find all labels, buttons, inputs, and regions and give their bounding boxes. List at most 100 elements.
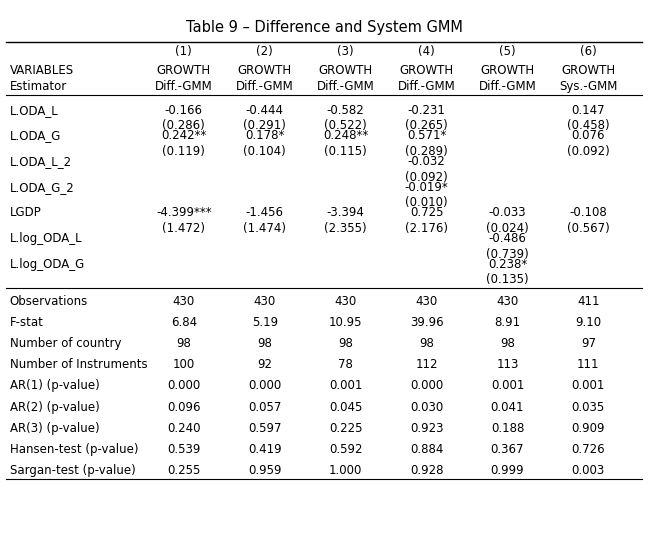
Text: 0.928: 0.928 — [410, 464, 443, 477]
Text: 0.238*: 0.238* — [488, 258, 527, 271]
Text: 98: 98 — [257, 337, 272, 350]
Text: 98: 98 — [500, 337, 515, 350]
Text: LGDP: LGDP — [10, 206, 41, 219]
Text: 0.147: 0.147 — [572, 104, 605, 117]
Text: Diff.-GMM: Diff.-GMM — [236, 80, 294, 93]
Text: 0.248**: 0.248** — [323, 129, 368, 142]
Text: 0.884: 0.884 — [410, 443, 443, 456]
Text: 0.030: 0.030 — [410, 401, 443, 413]
Text: AR(3) (p-value): AR(3) (p-value) — [10, 422, 99, 435]
Text: (0.286): (0.286) — [163, 119, 205, 132]
Text: (0.567): (0.567) — [567, 222, 610, 235]
Text: 0.367: 0.367 — [491, 443, 524, 456]
Text: (4): (4) — [418, 45, 435, 57]
Text: (1): (1) — [176, 45, 192, 57]
Text: 0.597: 0.597 — [248, 422, 281, 435]
Text: 0.001: 0.001 — [572, 379, 605, 392]
Text: 0.001: 0.001 — [491, 379, 524, 392]
Text: 0.000: 0.000 — [167, 379, 200, 392]
Text: Sys.-GMM: Sys.-GMM — [559, 80, 618, 93]
Text: (0.115): (0.115) — [324, 145, 367, 158]
Text: 98: 98 — [176, 337, 191, 350]
Text: (3): (3) — [338, 45, 354, 57]
Text: (0.104): (0.104) — [244, 145, 286, 158]
Text: (0.458): (0.458) — [567, 119, 610, 132]
Text: 113: 113 — [496, 358, 518, 371]
Text: 111: 111 — [577, 358, 599, 371]
Text: (0.739): (0.739) — [486, 248, 529, 261]
Text: 0.178*: 0.178* — [245, 129, 284, 142]
Text: -0.444: -0.444 — [246, 104, 284, 117]
Text: Sargan-test (p-value): Sargan-test (p-value) — [10, 464, 135, 477]
Text: VARIABLES: VARIABLES — [10, 64, 74, 77]
Text: 0.000: 0.000 — [248, 379, 281, 392]
Text: (2): (2) — [257, 45, 273, 57]
Text: Observations: Observations — [10, 295, 88, 307]
Text: 430: 430 — [253, 295, 276, 307]
Text: 78: 78 — [338, 358, 353, 371]
Text: Hansen-test (p-value): Hansen-test (p-value) — [10, 443, 138, 456]
Text: -3.394: -3.394 — [327, 206, 365, 219]
Text: 0.909: 0.909 — [572, 422, 605, 435]
Text: GROWTH: GROWTH — [400, 64, 454, 77]
Text: 0.003: 0.003 — [572, 464, 605, 477]
Text: (1.472): (1.472) — [163, 222, 205, 235]
Text: (0.024): (0.024) — [486, 222, 529, 235]
Text: (5): (5) — [499, 45, 516, 57]
Text: 430: 430 — [415, 295, 437, 307]
Text: 10.95: 10.95 — [329, 316, 362, 329]
Text: Diff.-GMM: Diff.-GMM — [479, 80, 537, 93]
Text: -0.582: -0.582 — [327, 104, 365, 117]
Text: (0.135): (0.135) — [486, 273, 529, 286]
Text: Estimator: Estimator — [10, 80, 67, 93]
Text: AR(1) (p-value): AR(1) (p-value) — [10, 379, 100, 392]
Text: GROWTH: GROWTH — [480, 64, 535, 77]
Text: GROWTH: GROWTH — [238, 64, 292, 77]
Text: -1.456: -1.456 — [246, 206, 284, 219]
Text: 112: 112 — [415, 358, 438, 371]
Text: 0.057: 0.057 — [248, 401, 281, 413]
Text: Diff.-GMM: Diff.-GMM — [155, 80, 213, 93]
Text: 430: 430 — [496, 295, 518, 307]
Text: -4.399***: -4.399*** — [156, 206, 212, 219]
Text: 0.539: 0.539 — [167, 443, 200, 456]
Text: 0.096: 0.096 — [167, 401, 201, 413]
Text: 0.035: 0.035 — [572, 401, 605, 413]
Text: 98: 98 — [419, 337, 434, 350]
Text: -0.108: -0.108 — [570, 206, 607, 219]
Text: 430: 430 — [334, 295, 357, 307]
Text: 0.076: 0.076 — [572, 129, 605, 142]
Text: 0.001: 0.001 — [329, 379, 362, 392]
Text: GROWTH: GROWTH — [157, 64, 211, 77]
Text: (0.119): (0.119) — [163, 145, 205, 158]
Text: L.log_ODA_L: L.log_ODA_L — [10, 232, 82, 245]
Text: Number of country: Number of country — [10, 337, 121, 350]
Text: 0.726: 0.726 — [572, 443, 605, 456]
Text: 6.84: 6.84 — [171, 316, 197, 329]
Text: 97: 97 — [581, 337, 596, 350]
Text: (6): (6) — [580, 45, 597, 57]
Text: 92: 92 — [257, 358, 272, 371]
Text: (0.265): (0.265) — [405, 119, 448, 132]
Text: 8.91: 8.91 — [494, 316, 520, 329]
Text: -0.019*: -0.019* — [405, 181, 448, 194]
Text: 0.000: 0.000 — [410, 379, 443, 392]
Text: L.ODA_L_2: L.ODA_L_2 — [10, 155, 72, 168]
Text: (2.355): (2.355) — [325, 222, 367, 235]
Text: L.ODA_L: L.ODA_L — [10, 104, 58, 117]
Text: (0.010): (0.010) — [405, 196, 448, 209]
Text: (0.092): (0.092) — [405, 171, 448, 184]
Text: 0.045: 0.045 — [329, 401, 362, 413]
Text: -0.032: -0.032 — [408, 155, 445, 168]
Text: (0.522): (0.522) — [324, 119, 367, 132]
Text: 0.242**: 0.242** — [161, 129, 207, 142]
Text: 0.959: 0.959 — [248, 464, 281, 477]
Text: -0.166: -0.166 — [165, 104, 203, 117]
Text: GROWTH: GROWTH — [561, 64, 616, 77]
Text: 0.240: 0.240 — [167, 422, 201, 435]
Text: 0.999: 0.999 — [491, 464, 524, 477]
Text: (0.092): (0.092) — [567, 145, 610, 158]
Text: 0.419: 0.419 — [248, 443, 282, 456]
Text: 0.571*: 0.571* — [407, 129, 446, 142]
Text: 39.96: 39.96 — [410, 316, 443, 329]
